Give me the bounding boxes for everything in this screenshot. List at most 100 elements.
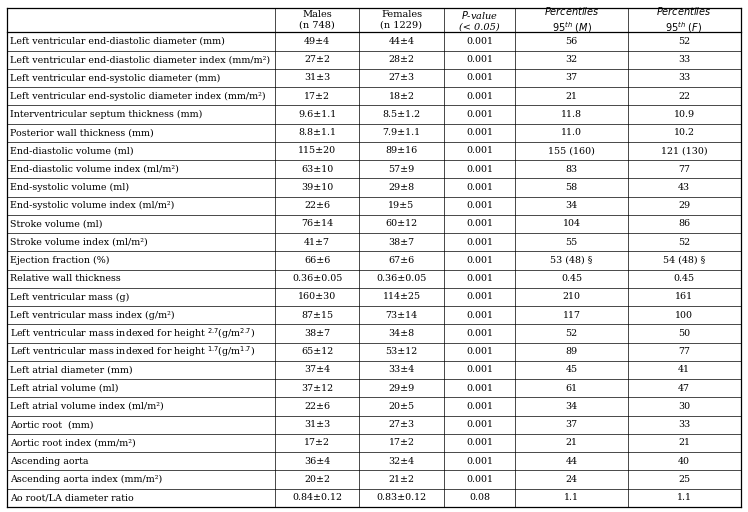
Text: 20±2: 20±2 [304,475,330,484]
Text: 121 (130): 121 (130) [660,146,708,156]
Text: 0.001: 0.001 [466,220,493,228]
Text: 0.001: 0.001 [466,110,493,119]
Text: 0.36±0.05: 0.36±0.05 [376,274,426,283]
Text: 55: 55 [565,238,577,247]
Text: 32±4: 32±4 [388,457,414,466]
Text: 40: 40 [678,457,690,466]
Text: 31±3: 31±3 [304,73,331,82]
Text: 0.001: 0.001 [466,146,493,156]
Text: 11.0: 11.0 [561,128,582,137]
Text: 0.45: 0.45 [561,274,582,283]
Text: 0.001: 0.001 [466,183,493,192]
Text: 66±6: 66±6 [304,256,331,265]
Text: 115±20: 115±20 [298,146,337,156]
Text: 61: 61 [565,383,577,393]
Text: 58: 58 [565,183,577,192]
Text: 22±6: 22±6 [304,402,331,411]
Text: Interventricular septum thickness (mm): Interventricular septum thickness (mm) [10,110,203,119]
Text: 21±2: 21±2 [388,475,414,484]
Text: 47: 47 [678,383,690,393]
Text: 27±2: 27±2 [304,55,330,64]
Text: 0.001: 0.001 [466,402,493,411]
Text: Left ventricular end-systolic diameter index (mm/m²): Left ventricular end-systolic diameter i… [10,92,266,101]
Text: Left atrial diameter (mm): Left atrial diameter (mm) [10,366,133,374]
Text: 73±14: 73±14 [385,311,417,319]
Text: 41±7: 41±7 [304,238,330,247]
Text: 52: 52 [678,238,690,247]
Text: Relative wall thickness: Relative wall thickness [10,274,121,283]
Text: 0.45: 0.45 [673,274,695,283]
Text: 33: 33 [678,420,690,429]
Text: 0.83±0.12: 0.83±0.12 [376,493,426,502]
Text: 22±6: 22±6 [304,201,331,210]
Text: 37±12: 37±12 [301,383,334,393]
Text: 27±3: 27±3 [388,73,414,82]
Text: 33: 33 [678,55,690,64]
Text: 0.001: 0.001 [466,201,493,210]
Text: 10.9: 10.9 [673,110,695,119]
Text: 0.08: 0.08 [469,493,490,502]
Text: 0.001: 0.001 [466,55,493,64]
Text: End-diastolic volume (ml): End-diastolic volume (ml) [10,146,134,156]
Text: 0.001: 0.001 [466,238,493,247]
Text: 17±2: 17±2 [388,438,414,447]
Text: Stroke volume index (ml/m²): Stroke volume index (ml/m²) [10,238,148,247]
Text: 38±7: 38±7 [304,329,331,338]
Text: 20±5: 20±5 [388,402,414,411]
Text: Left ventricular mass indexed for height $^{1.7}$(g/m$^{1.7}$): Left ventricular mass indexed for height… [10,345,256,359]
Text: Aortic root  (mm): Aortic root (mm) [10,420,94,429]
Text: 19±5: 19±5 [388,201,414,210]
Text: 36±4: 36±4 [304,457,331,466]
Text: 0.001: 0.001 [466,73,493,82]
Text: 49±4: 49±4 [304,37,331,46]
Text: 65±12: 65±12 [301,347,334,356]
Text: 0.001: 0.001 [466,329,493,338]
Text: 0.001: 0.001 [466,256,493,265]
Text: 38±7: 38±7 [388,238,414,247]
Text: Aortic root index (mm/m²): Aortic root index (mm/m²) [10,438,136,447]
Text: 0.36±0.05: 0.36±0.05 [292,274,343,283]
Text: 33: 33 [678,73,690,82]
Text: Left ventricular end-diastolic diameter (mm): Left ventricular end-diastolic diameter … [10,37,225,46]
Text: 161: 161 [675,292,693,302]
Text: 37: 37 [565,420,577,429]
Text: 0.001: 0.001 [466,128,493,137]
Text: Stroke volume (ml): Stroke volume (ml) [10,220,103,228]
Text: 45: 45 [565,366,577,374]
Text: 0.001: 0.001 [466,92,493,101]
Text: 44: 44 [565,457,577,466]
Text: 1.1: 1.1 [677,493,692,502]
Text: 9.6±1.1: 9.6±1.1 [298,110,337,119]
Text: 29±9: 29±9 [388,383,414,393]
Text: 34: 34 [565,201,577,210]
Text: 33±4: 33±4 [388,366,414,374]
Text: 43: 43 [678,183,690,192]
Text: 0.001: 0.001 [466,347,493,356]
Text: 30: 30 [678,402,690,411]
Text: Females
(n 1229): Females (n 1229) [381,10,423,30]
Text: Ao root/LA diameter ratio: Ao root/LA diameter ratio [10,493,134,502]
Text: 52: 52 [678,37,690,46]
Text: Ascending aorta: Ascending aorta [10,457,89,466]
Text: 37±4: 37±4 [304,366,331,374]
Text: 25: 25 [678,475,690,484]
Text: 24: 24 [565,475,577,484]
Text: 39±10: 39±10 [301,183,334,192]
Text: Ejection fraction (%): Ejection fraction (%) [10,256,110,265]
Text: 11.8: 11.8 [561,110,582,119]
Text: 53 (48) §: 53 (48) § [551,256,592,265]
Text: 0.001: 0.001 [466,475,493,484]
Text: 0.001: 0.001 [466,37,493,46]
Text: 21: 21 [565,92,577,101]
Text: 32: 32 [565,55,577,64]
Text: 86: 86 [678,220,690,228]
Text: 76±14: 76±14 [301,220,334,228]
Text: Left atrial volume index (ml/m²): Left atrial volume index (ml/m²) [10,402,165,411]
Text: 8.5±1.2: 8.5±1.2 [382,110,420,119]
Text: 34: 34 [565,402,577,411]
Text: 54 (48) §: 54 (48) § [663,256,705,265]
Text: 0.001: 0.001 [466,274,493,283]
Text: 89±16: 89±16 [385,146,417,156]
Text: Left ventricular mass indexed for height $^{2.7}$(g/m$^{2.7}$): Left ventricular mass indexed for height… [10,326,256,341]
Text: Ascending aorta index (mm/m²): Ascending aorta index (mm/m²) [10,475,163,484]
